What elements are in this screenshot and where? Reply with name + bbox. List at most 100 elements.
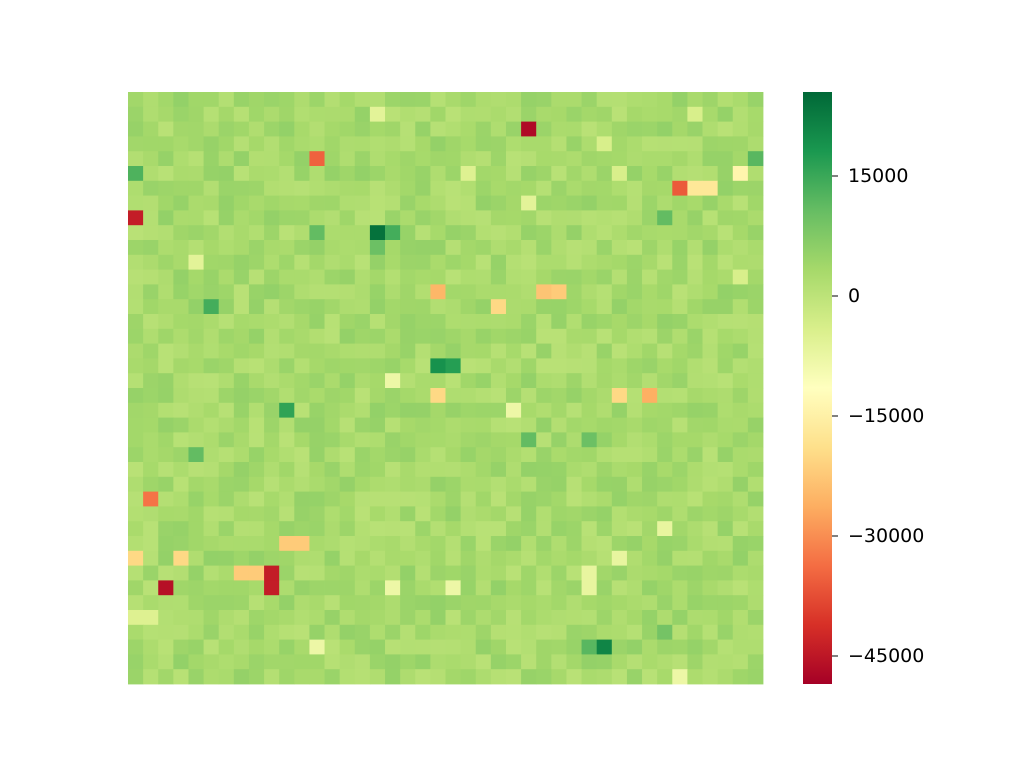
heatmap-cell [339,536,356,552]
heatmap-cell [626,610,643,626]
heatmap-cell [369,358,386,374]
heatmap-cell [143,639,159,655]
heatmap-cell [128,180,144,196]
heatmap-cell [430,417,446,433]
heatmap-cell [173,669,189,685]
heatmap-cell [747,462,764,478]
heatmap-cell [475,314,492,330]
heatmap-cell [218,343,235,359]
heatmap-cell [385,476,401,492]
heatmap-cell [173,269,189,285]
heatmap-cell [385,151,401,167]
heatmap-cell [505,92,522,108]
heatmap-cell [324,536,341,552]
heatmap-cell [279,417,295,433]
heatmap-cell [536,136,552,152]
heatmap-cell [702,654,719,670]
heatmap-cell [445,151,462,167]
heatmap-cell [324,151,341,167]
heatmap-cell [415,180,431,196]
heatmap-cell [415,388,431,404]
heatmap-cell [642,639,658,655]
heatmap-cell [248,550,265,566]
heatmap-cell [354,402,371,418]
heatmap-cell [369,521,386,537]
heatmap-cell [218,669,235,685]
heatmap-cell [158,343,174,359]
heatmap-cell [279,210,295,226]
heatmap-cell [702,358,719,374]
heatmap-cell [128,521,144,537]
heatmap-cell [385,491,401,507]
heatmap-cell [657,476,673,492]
heatmap-cell [521,299,537,315]
heatmap-cell [566,358,582,374]
heatmap-cell [536,210,552,226]
heatmap-cell [732,669,749,685]
heatmap-cell [475,595,492,611]
heatmap-cell [218,106,235,122]
heatmap-cell [128,402,144,418]
heatmap-cell [672,550,688,566]
heatmap-cell [732,180,749,196]
heatmap-cell [339,166,356,182]
heatmap-cell [475,639,492,655]
heatmap-cell [596,314,613,330]
heatmap-cell [596,343,613,359]
heatmap-cell [233,299,250,315]
heatmap-cell [279,328,295,344]
heatmap-cell [128,314,144,330]
heatmap-cell [581,195,598,211]
heatmap-cell [339,358,356,374]
heatmap-cell [339,639,356,655]
heatmap-cell [581,151,598,167]
heatmap-cell [294,225,310,241]
heatmap-cell [596,166,613,182]
heatmap-cell [309,580,325,596]
heatmap-cell [188,654,204,670]
heatmap-cell [128,328,144,344]
heatmap-cell [324,476,341,492]
heatmap-cell [445,550,462,566]
heatmap-cell [642,106,658,122]
heatmap-cell [248,388,265,404]
heatmap-cell [657,550,673,566]
heatmap-cell [505,388,522,404]
heatmap-cell [128,669,144,685]
heatmap-cell [490,106,507,122]
heatmap-cell [158,180,174,196]
heatmap-cell [188,106,204,122]
heatmap-cell [294,550,310,566]
heatmap-cell [611,462,628,478]
heatmap-cell [475,92,492,108]
heatmap-cell [128,624,144,640]
heatmap-cell [717,610,734,626]
heatmap-cell [581,506,598,522]
heatmap-cell [581,121,598,137]
heatmap-cell [596,580,613,596]
heatmap-cell [505,166,522,182]
heatmap-cell [687,402,703,418]
heatmap-cell [385,417,401,433]
heatmap-cell [264,373,280,389]
heatmap-cell [385,388,401,404]
heatmap-cell [717,166,734,182]
heatmap-cell [128,151,144,167]
heatmap-cell [143,106,159,122]
heatmap-cell [369,580,386,596]
heatmap-cell [490,121,507,137]
heatmap-cell [475,654,492,670]
heatmap-cell [747,299,764,315]
heatmap-cell [430,476,446,492]
heatmap-cell [611,210,628,226]
heatmap-cell [460,402,477,418]
heatmap-cell [218,402,235,418]
heatmap-cell [158,669,174,685]
heatmap-cell [339,121,356,137]
heatmap-cell [309,299,325,315]
heatmap-cell [173,136,189,152]
heatmap-cell [369,180,386,196]
heatmap-cell [717,240,734,256]
heatmap-cell [233,536,250,552]
heatmap-cell [354,580,371,596]
